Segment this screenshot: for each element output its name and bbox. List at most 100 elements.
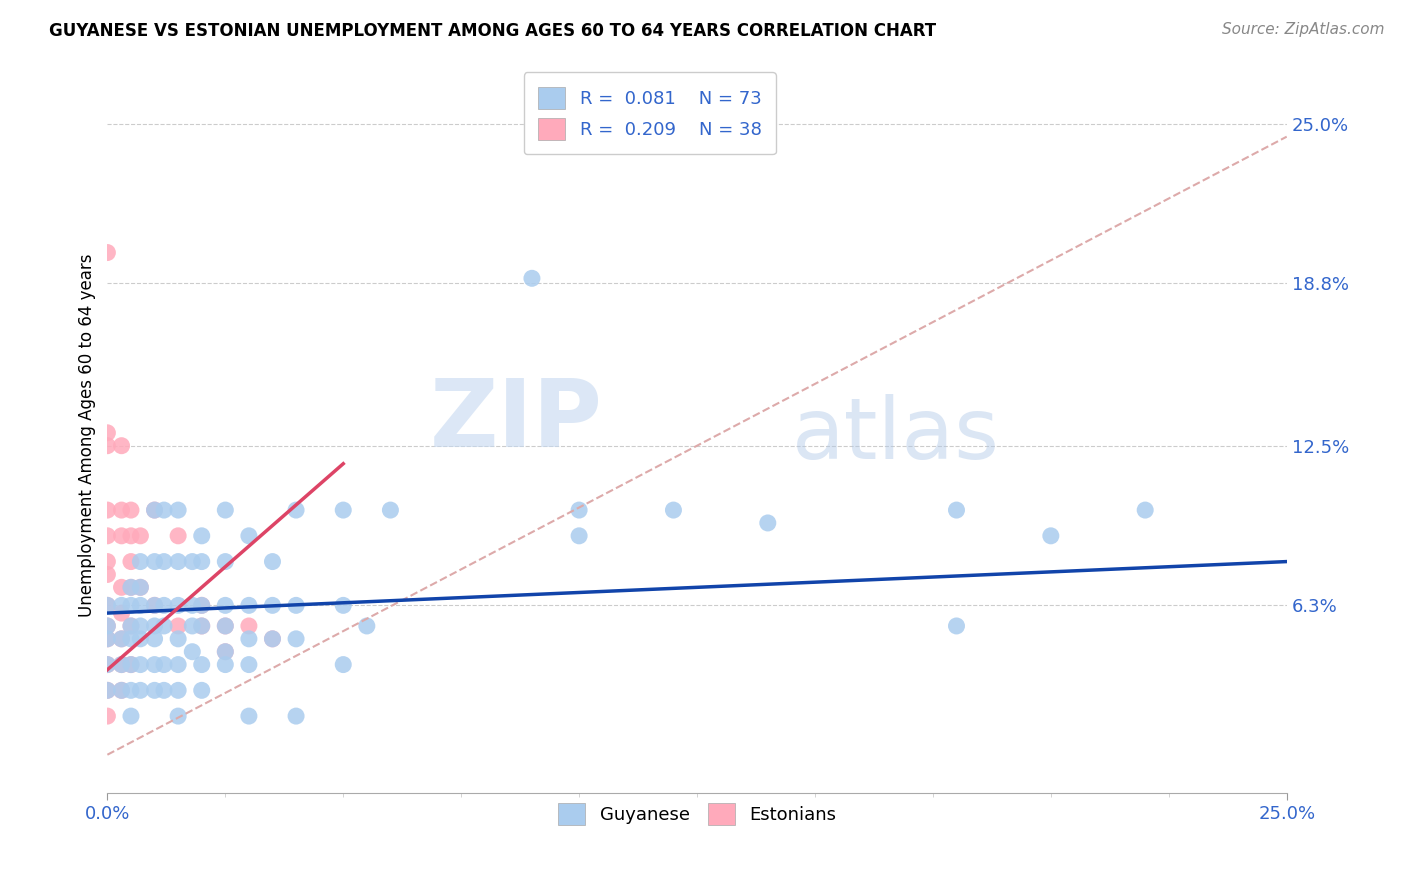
Text: Source: ZipAtlas.com: Source: ZipAtlas.com xyxy=(1222,22,1385,37)
Point xyxy=(153,657,176,672)
Point xyxy=(214,645,236,659)
Point xyxy=(143,683,166,698)
Text: ZIP: ZIP xyxy=(430,375,603,467)
Point xyxy=(96,555,118,569)
Point xyxy=(181,599,204,613)
Point xyxy=(129,657,152,672)
Point xyxy=(120,503,142,517)
Point xyxy=(756,516,779,530)
Point xyxy=(190,683,212,698)
Point xyxy=(96,657,118,672)
Point xyxy=(153,683,176,698)
Point xyxy=(262,632,284,646)
Point xyxy=(285,599,308,613)
Point xyxy=(120,529,142,543)
Point xyxy=(945,619,967,633)
Point xyxy=(167,657,190,672)
Text: atlas: atlas xyxy=(792,394,1000,477)
Point xyxy=(120,709,142,723)
Point xyxy=(181,555,204,569)
Point xyxy=(110,599,132,613)
Point xyxy=(167,683,190,698)
Point xyxy=(129,580,152,594)
Point xyxy=(96,657,118,672)
Point xyxy=(356,619,378,633)
Point xyxy=(120,599,142,613)
Point xyxy=(167,555,190,569)
Y-axis label: Unemployment Among Ages 60 to 64 years: Unemployment Among Ages 60 to 64 years xyxy=(79,253,96,617)
Point xyxy=(96,619,118,633)
Point xyxy=(143,503,166,517)
Point xyxy=(190,619,212,633)
Point xyxy=(96,683,118,698)
Point xyxy=(238,619,260,633)
Point xyxy=(143,599,166,613)
Point xyxy=(110,632,132,646)
Point xyxy=(110,683,132,698)
Point xyxy=(96,599,118,613)
Point xyxy=(214,619,236,633)
Point xyxy=(262,632,284,646)
Point xyxy=(120,657,142,672)
Point xyxy=(96,439,118,453)
Point xyxy=(96,425,118,440)
Point xyxy=(380,503,402,517)
Point xyxy=(181,619,204,633)
Point xyxy=(120,683,142,698)
Point xyxy=(662,503,685,517)
Point xyxy=(568,503,591,517)
Point xyxy=(945,503,967,517)
Point xyxy=(143,657,166,672)
Point xyxy=(190,599,212,613)
Point xyxy=(190,529,212,543)
Point xyxy=(96,632,118,646)
Point xyxy=(190,599,212,613)
Point xyxy=(96,683,118,698)
Point xyxy=(238,657,260,672)
Point xyxy=(143,555,166,569)
Point xyxy=(214,599,236,613)
Point xyxy=(120,580,142,594)
Point xyxy=(120,632,142,646)
Point xyxy=(285,632,308,646)
Point xyxy=(110,657,132,672)
Point xyxy=(110,439,132,453)
Text: GUYANESE VS ESTONIAN UNEMPLOYMENT AMONG AGES 60 TO 64 YEARS CORRELATION CHART: GUYANESE VS ESTONIAN UNEMPLOYMENT AMONG … xyxy=(49,22,936,40)
Point xyxy=(96,709,118,723)
Point xyxy=(285,503,308,517)
Point xyxy=(332,657,354,672)
Point xyxy=(1039,529,1062,543)
Point xyxy=(167,529,190,543)
Point xyxy=(120,580,142,594)
Point xyxy=(214,657,236,672)
Point xyxy=(143,503,166,517)
Point xyxy=(520,271,543,285)
Point xyxy=(120,555,142,569)
Point xyxy=(262,555,284,569)
Point xyxy=(190,619,212,633)
Point xyxy=(568,529,591,543)
Point xyxy=(129,529,152,543)
Point xyxy=(332,599,354,613)
Point xyxy=(262,599,284,613)
Point xyxy=(238,529,260,543)
Point xyxy=(190,657,212,672)
Point xyxy=(110,503,132,517)
Point xyxy=(96,632,118,646)
Point xyxy=(129,619,152,633)
Point xyxy=(96,567,118,582)
Point xyxy=(110,657,132,672)
Point xyxy=(110,683,132,698)
Point xyxy=(167,709,190,723)
Point xyxy=(120,619,142,633)
Point xyxy=(110,580,132,594)
Point xyxy=(96,619,118,633)
Point xyxy=(153,599,176,613)
Legend: Guyanese, Estonians: Guyanese, Estonians xyxy=(548,795,845,834)
Point xyxy=(167,619,190,633)
Point xyxy=(110,529,132,543)
Point xyxy=(1135,503,1157,517)
Point xyxy=(332,503,354,517)
Point xyxy=(96,245,118,260)
Point xyxy=(120,657,142,672)
